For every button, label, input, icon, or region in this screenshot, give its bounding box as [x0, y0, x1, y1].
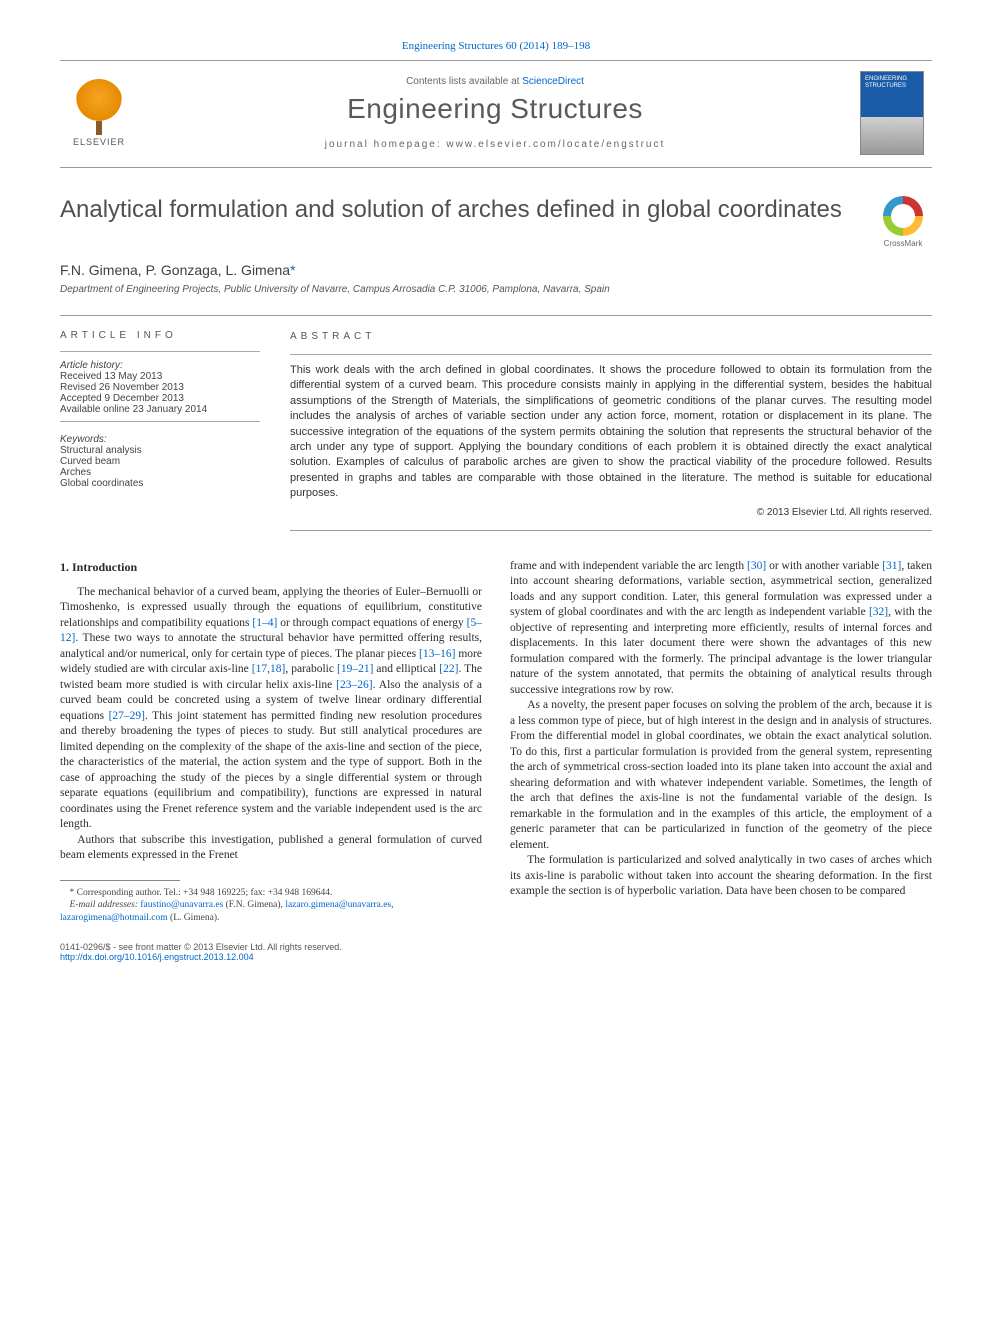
body-col-left: 1. Introduction The mechanical behavior …: [60, 559, 482, 925]
elsevier-tree-icon: [75, 79, 123, 127]
abstract-copyright: © 2013 Elsevier Ltd. All rights reserved…: [290, 506, 932, 520]
intro-paragraph-4: The formulation is particularized and so…: [510, 853, 932, 900]
ref-link[interactable]: [17,18]: [252, 663, 286, 675]
article-info: ARTICLE INFO Article history: Received 1…: [60, 330, 260, 531]
intro-paragraph-1: The mechanical behavior of a curved beam…: [60, 585, 482, 833]
history-label: Article history:: [60, 360, 260, 371]
homepage-prefix: journal homepage:: [325, 139, 447, 150]
corresponding-footnote: * Corresponding author. Tel.: +34 948 16…: [60, 887, 482, 899]
ref-link[interactable]: [22]: [439, 663, 458, 675]
contents-prefix: Contents lists available at: [406, 76, 522, 87]
accepted-date: Accepted 9 December 2013: [60, 393, 260, 404]
body-columns: 1. Introduction The mechanical behavior …: [60, 559, 932, 925]
ref-link[interactable]: [19–21]: [337, 663, 373, 675]
journal-homepage: journal homepage: www.elsevier.com/locat…: [146, 139, 844, 150]
email-footnote: E-mail addresses: faustino@unavarra.es (…: [60, 899, 482, 924]
crossmark-badge[interactable]: CrossMark: [874, 196, 932, 248]
revised-date: Revised 26 November 2013: [60, 382, 260, 393]
homepage-url[interactable]: www.elsevier.com/locate/engstruct: [446, 139, 665, 150]
email-label: E-mail addresses:: [70, 900, 141, 910]
crossmark-icon: [883, 196, 923, 236]
abstract: ABSTRACT This work deals with the arch d…: [290, 330, 932, 531]
citation-line: Engineering Structures 60 (2014) 189–198: [60, 40, 932, 52]
online-date: Available online 23 January 2014: [60, 404, 260, 415]
section-heading-introduction: 1. Introduction: [60, 559, 482, 575]
abstract-text: This work deals with the arch defined in…: [290, 363, 932, 502]
journal-title: Engineering Structures: [146, 93, 844, 125]
corresponding-mark[interactable]: *: [290, 262, 295, 278]
intro-paragraph-cont: frame and with independent variable the …: [510, 559, 932, 699]
email-link[interactable]: lazarogimena@hotmail.com: [60, 913, 168, 923]
intro-paragraph-3: As a novelty, the present paper focuses …: [510, 698, 932, 853]
journal-header: ELSEVIER Contents lists available at Sci…: [60, 60, 932, 168]
intro-paragraph-2: Authors that subscribe this investigatio…: [60, 833, 482, 864]
cover-line1: ENGINEERING: [865, 76, 907, 82]
footnote-separator: [60, 880, 180, 881]
elsevier-logo[interactable]: ELSEVIER: [68, 77, 130, 149]
ref-link[interactable]: [1–4]: [252, 617, 277, 629]
article-title: Analytical formulation and solution of a…: [60, 196, 854, 225]
authors: F.N. Gimena, P. Gonzaga, L. Gimena: [60, 262, 290, 278]
affiliation: Department of Engineering Projects, Publ…: [60, 284, 932, 295]
body-col-right: frame and with independent variable the …: [510, 559, 932, 925]
footer-copyright: 0141-0296/$ - see front matter © 2013 El…: [60, 942, 932, 952]
keyword: Global coordinates: [60, 478, 260, 489]
crossmark-label: CrossMark: [884, 239, 923, 248]
ref-link[interactable]: [30]: [747, 560, 766, 572]
citation-link[interactable]: Engineering Structures 60 (2014) 189–198: [402, 40, 590, 52]
keyword: Curved beam: [60, 456, 260, 467]
ref-link[interactable]: [13–16]: [419, 648, 455, 660]
cover-line2: STRUCTURES: [865, 83, 906, 89]
abstract-heading: ABSTRACT: [290, 330, 932, 344]
authors-line: F.N. Gimena, P. Gonzaga, L. Gimena*: [60, 262, 932, 278]
ref-link[interactable]: [31]: [882, 560, 901, 572]
keyword: Arches: [60, 467, 260, 478]
keywords-label: Keywords:: [60, 434, 260, 445]
journal-cover-thumb[interactable]: ENGINEERING STRUCTURES: [860, 71, 924, 155]
article-info-heading: ARTICLE INFO: [60, 330, 260, 341]
email-link[interactable]: lazaro.gimena@unavarra.es: [285, 900, 391, 910]
page-footer: 0141-0296/$ - see front matter © 2013 El…: [60, 942, 932, 962]
sciencedirect-link[interactable]: ScienceDirect: [522, 76, 584, 87]
email-link[interactable]: faustino@unavarra.es: [140, 900, 223, 910]
received-date: Received 13 May 2013: [60, 371, 260, 382]
contents-available: Contents lists available at ScienceDirec…: [146, 76, 844, 87]
ref-link[interactable]: [23–26]: [336, 679, 372, 691]
publisher-name: ELSEVIER: [73, 137, 125, 147]
ref-link[interactable]: [27–29]: [109, 710, 145, 722]
header-center: Contents lists available at ScienceDirec…: [146, 76, 844, 150]
keyword: Structural analysis: [60, 445, 260, 456]
ref-link[interactable]: [32]: [869, 606, 888, 618]
doi-link[interactable]: http://dx.doi.org/10.1016/j.engstruct.20…: [60, 952, 254, 962]
